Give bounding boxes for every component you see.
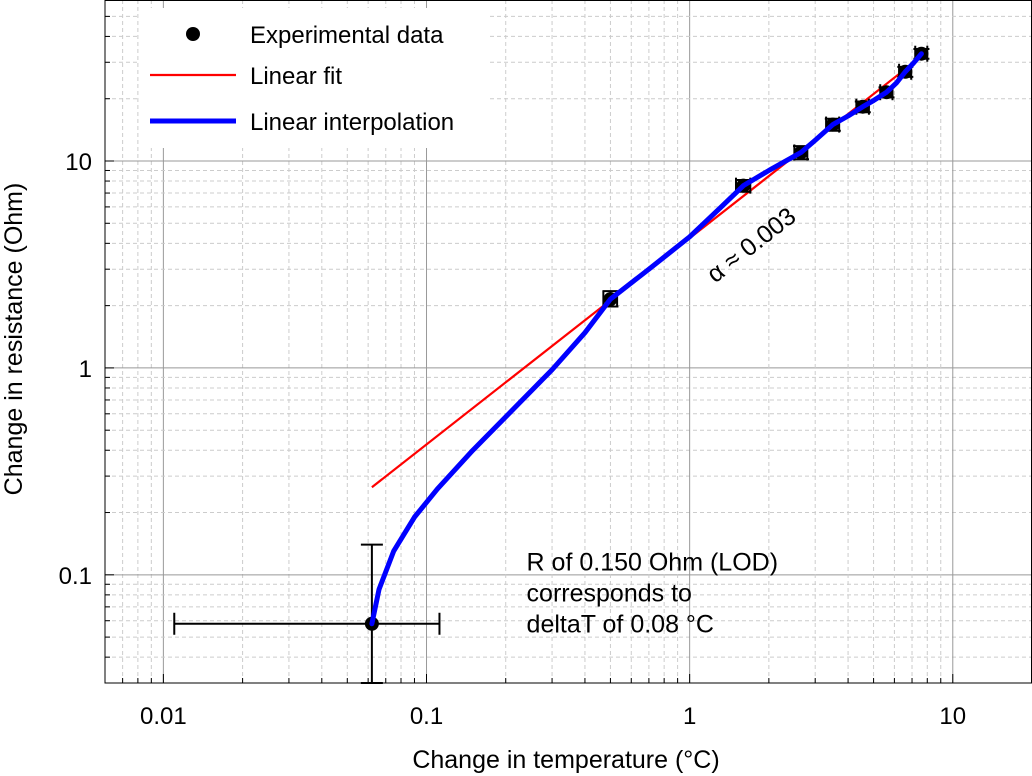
lod-annotation-line: R of 0.150 Ohm (LOD) bbox=[527, 548, 778, 576]
x-axis-label: Change in temperature (°C) bbox=[412, 746, 719, 774]
lod-annotation-line: deltaT of 0.08 °C bbox=[527, 610, 714, 638]
y-tick-label: 0.1 bbox=[59, 563, 92, 590]
legend-label: Linear interpolation bbox=[250, 109, 454, 136]
y-tick-label: 10 bbox=[65, 149, 92, 176]
legend-item: Linear fit bbox=[150, 63, 342, 90]
linear-interpolation-line bbox=[369, 51, 924, 627]
y-tick-label: 1 bbox=[79, 356, 92, 383]
y-axis-label: Change in resistance (Ohm) bbox=[0, 183, 28, 496]
legend-item: Experimental data bbox=[186, 22, 444, 49]
alpha-annotation: α ≈ 0.003 bbox=[702, 202, 802, 288]
legend: Experimental data Linear fit Linear interp… bbox=[140, 8, 490, 148]
x-tick-label: 1 bbox=[683, 703, 696, 730]
legend-marker bbox=[186, 27, 200, 41]
error-bar bbox=[173, 543, 441, 684]
legend-item: Linear interpolation bbox=[150, 109, 454, 136]
x-tick-label: 0.1 bbox=[410, 703, 443, 730]
axis-ticks: 0.01 0.1 1 10 0.1 1 10 bbox=[59, 0, 1032, 730]
legend-label: Linear fit bbox=[250, 63, 342, 90]
series-layer bbox=[173, 45, 930, 684]
legend-label: Experimental data bbox=[250, 22, 444, 49]
x-tick-label: 10 bbox=[939, 703, 966, 730]
lod-annotation-line: corresponds to bbox=[527, 579, 692, 607]
x-tick-label: 0.01 bbox=[140, 703, 187, 730]
